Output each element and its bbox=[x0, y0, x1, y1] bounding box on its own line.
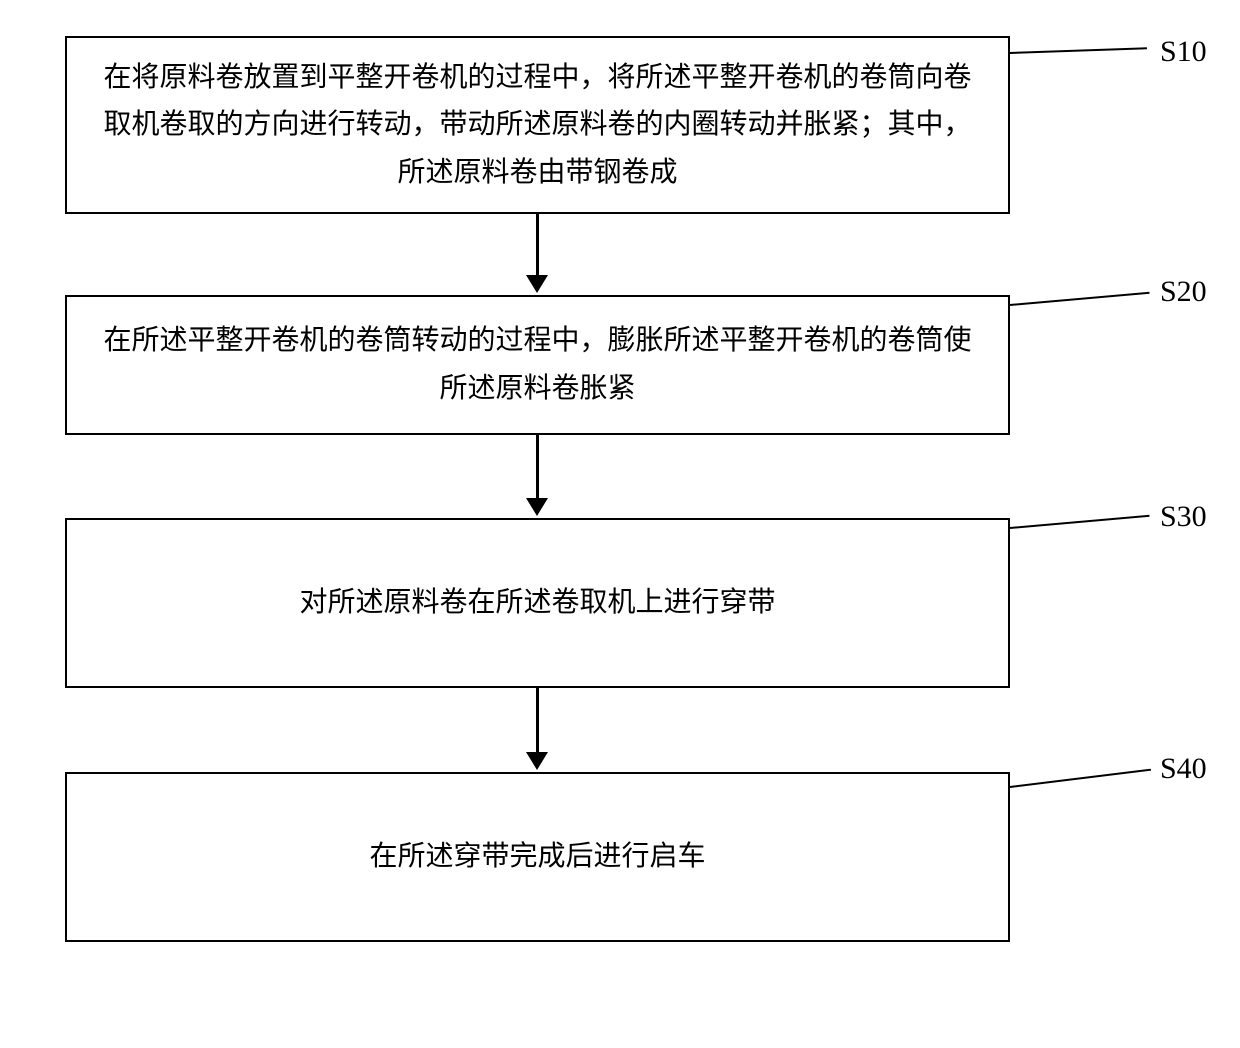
arrow-line bbox=[536, 688, 539, 753]
leader-line-s30 bbox=[1010, 515, 1150, 529]
step-label-s20: S20 bbox=[1160, 275, 1207, 309]
step-label-s10: S10 bbox=[1160, 35, 1207, 69]
step-text-s40: 在所述穿带完成后进行启车 bbox=[369, 833, 705, 881]
arrow-2 bbox=[526, 435, 548, 516]
step-label-s30: S30 bbox=[1160, 500, 1207, 534]
arrow-line bbox=[536, 435, 539, 499]
leader-line-s40 bbox=[1010, 769, 1151, 788]
step-text-s30: 对所述原料卷在所述卷取机上进行穿带 bbox=[299, 579, 775, 627]
arrow-3 bbox=[526, 688, 548, 770]
leader-line-s10 bbox=[1010, 47, 1147, 54]
step-box-s10: 在将原料卷放置到平整开卷机的过程中，将所述平整开卷机的卷筒向卷取机卷取的方向进行… bbox=[65, 36, 1010, 214]
step-text-s20: 在所述平整开卷机的卷筒转动的过程中，膨胀所述平整开卷机的卷筒使所述原料卷胀紧 bbox=[95, 317, 980, 412]
arrow-line bbox=[536, 214, 539, 276]
step-label-s40: S40 bbox=[1160, 752, 1207, 786]
arrow-head-icon bbox=[526, 275, 548, 293]
flowchart-container: 在将原料卷放置到平整开卷机的过程中，将所述平整开卷机的卷筒向卷取机卷取的方向进行… bbox=[0, 0, 1240, 1048]
arrow-head-icon bbox=[526, 752, 548, 770]
step-box-s40: 在所述穿带完成后进行启车 bbox=[65, 772, 1010, 942]
step-text-s10: 在将原料卷放置到平整开卷机的过程中，将所述平整开卷机的卷筒向卷取机卷取的方向进行… bbox=[95, 54, 980, 197]
step-box-s30: 对所述原料卷在所述卷取机上进行穿带 bbox=[65, 518, 1010, 688]
step-box-s20: 在所述平整开卷机的卷筒转动的过程中，膨胀所述平整开卷机的卷筒使所述原料卷胀紧 bbox=[65, 295, 1010, 435]
arrow-head-icon bbox=[526, 498, 548, 516]
arrow-1 bbox=[526, 214, 548, 293]
leader-line-s20 bbox=[1010, 292, 1150, 306]
